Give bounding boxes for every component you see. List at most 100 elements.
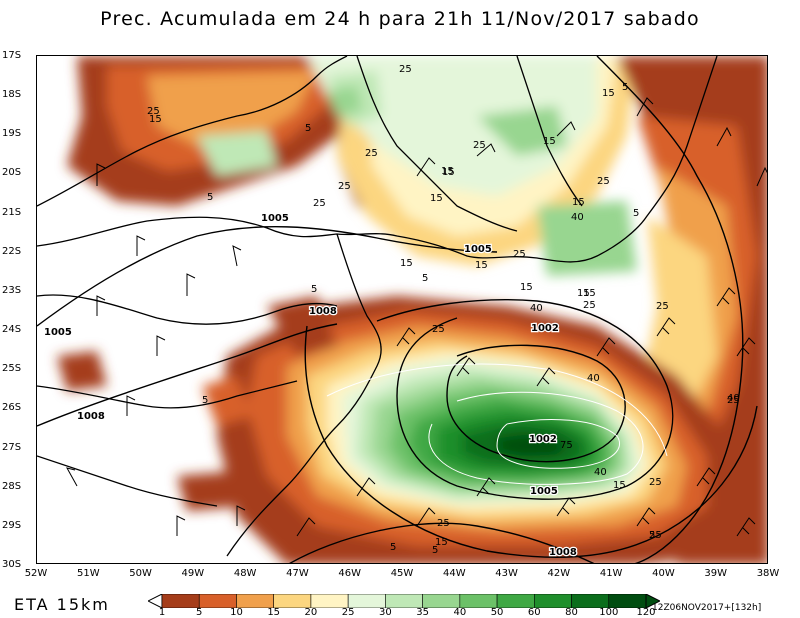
precip-contour-label: 5 xyxy=(622,82,628,93)
precip-contour-label: 25 xyxy=(727,395,740,406)
colorbar-label: 30 xyxy=(379,607,392,618)
wind-barbs xyxy=(66,97,767,537)
isobar-label: 1008 xyxy=(549,547,577,558)
precipitation-map: 25 15 5 25 25 5 25 15 25 15 15 5 15 25 40 15 5 5 15 15 25 15 5… xyxy=(36,55,768,564)
precip-contour-label: 40 xyxy=(571,212,584,223)
longitude-label: 43W xyxy=(495,568,518,579)
colorbar-swatch xyxy=(347,594,386,608)
latitude-label: 28S xyxy=(2,480,22,492)
precip-contour-label: 15 xyxy=(149,114,162,125)
isobar-label: 1005 xyxy=(530,486,558,497)
colorbar-swatch xyxy=(236,594,274,608)
precip-contour-label: 40 xyxy=(727,393,740,404)
precip-contour-label: 25 xyxy=(399,64,412,75)
colorbar-label: 5 xyxy=(196,607,203,618)
colorbar-label: 1 xyxy=(158,607,166,618)
longitude-label: 41W xyxy=(599,568,623,579)
precip-contour-label: 25 xyxy=(473,140,486,151)
colorbar-label: 20 xyxy=(304,607,318,618)
precip-contour-label: 15 xyxy=(583,288,596,299)
precip-contour-label: 15 xyxy=(577,288,590,299)
colorbar-swatch xyxy=(534,594,572,608)
colorbar-label: 35 xyxy=(416,607,429,618)
isobar-label: 1008 xyxy=(309,306,337,317)
longitude-label: 40W xyxy=(652,568,675,579)
isobar-label: 1002 xyxy=(531,323,559,334)
longitude-label: 47W xyxy=(286,568,309,579)
colorbar-label: 60 xyxy=(527,607,541,618)
latitude-label: 21S xyxy=(2,206,22,218)
latitude-label: 27S xyxy=(2,441,22,453)
precip-contour-label: 25 xyxy=(338,181,351,192)
colorbar-label: 100 xyxy=(599,607,619,618)
precip-contour-label: 25 xyxy=(313,198,326,209)
precipitation-shading xyxy=(57,56,767,563)
precip-contour-label: 5 xyxy=(649,530,655,541)
precip-contour-label: 25 xyxy=(437,518,450,529)
precip-contour-label: 25 xyxy=(656,301,669,312)
precip-contour-label: 5 xyxy=(311,284,317,295)
colorbar-label: 10 xyxy=(230,607,243,618)
latitude-label: 24S xyxy=(2,324,22,336)
precip-contour-label: 15 xyxy=(520,282,533,293)
colorbar-label: 80 xyxy=(565,607,578,618)
colorbar-swatch xyxy=(161,594,200,608)
precip-contour-label: 15 xyxy=(435,537,448,548)
precip-contour-label: 15 xyxy=(543,136,556,147)
precip-contour-label: 5 xyxy=(305,123,311,134)
precip-contour-label: 15 xyxy=(475,260,488,271)
longitude-label: 44W xyxy=(442,568,466,579)
longitude-label: 51W xyxy=(76,568,100,579)
precip-contour-label: 15 xyxy=(572,197,585,208)
latitude-label: 17S xyxy=(2,50,22,61)
colorbar-label: 50 xyxy=(490,607,504,618)
colorbar-swatch xyxy=(422,594,461,608)
pressure-isobars xyxy=(37,56,758,563)
isobar-label: 1005 xyxy=(44,327,72,338)
precip-contour-label: 5 xyxy=(390,542,396,553)
colorbar-swatch xyxy=(198,594,237,608)
colorbar-min-arrow xyxy=(148,594,163,608)
coastline-borders xyxy=(37,56,718,557)
colorbar-swatch xyxy=(310,594,349,608)
colorbar xyxy=(148,594,660,608)
precip-contour-label: 25 xyxy=(583,300,596,311)
precip-contour-label: 5 xyxy=(202,395,208,406)
precipitation-contours xyxy=(326,363,668,485)
latitude-label: 22S xyxy=(2,245,22,257)
colorbar-swatch xyxy=(459,594,498,608)
isobar-label: 1008 xyxy=(77,411,105,422)
isobar-label: 1002 xyxy=(529,434,557,445)
precip-contour-label: 40 xyxy=(587,373,600,384)
precip-contour-label: 15 xyxy=(613,480,626,491)
longitude-label: 39W xyxy=(704,568,728,579)
latitude-label: 18S xyxy=(2,89,22,101)
longitude-label: 52W xyxy=(24,568,48,579)
precip-contour-label: 5 xyxy=(422,273,428,284)
precip-contour-label: 25 xyxy=(365,148,378,159)
latitude-label: 20S xyxy=(2,167,22,179)
model-label: ETA 15km xyxy=(14,595,110,614)
colorbar-swatch xyxy=(496,594,535,608)
colorbar-max-arrow xyxy=(645,594,660,608)
longitude-label: 50W xyxy=(129,568,152,579)
latitude-label: 29S xyxy=(2,519,22,531)
precip-contour-label: 75 xyxy=(560,440,573,451)
precip-contour-label: 40 xyxy=(530,303,543,314)
precip-contour-label: 25 xyxy=(147,106,160,117)
map-title: Prec. Acumulada em 24 h para 21h 11/Nov/… xyxy=(100,8,700,30)
precip-contour-label: 15 xyxy=(442,167,455,178)
run-timestamp: 12Z06NOV2017+[132h] xyxy=(652,603,762,613)
colorbar-label: 25 xyxy=(341,607,355,618)
colorbar-swatch xyxy=(571,594,610,608)
precip-contour-label: 15 xyxy=(400,258,413,269)
isobar-label: 1005 xyxy=(464,244,492,255)
colorbar-swatch xyxy=(385,594,423,608)
colorbar-label: 120 xyxy=(636,607,656,618)
precip-contour-label: 25 xyxy=(649,530,662,541)
longitude-label: 49W xyxy=(181,568,205,579)
colorbar-label: 15 xyxy=(267,607,281,618)
precip-contour-label: 40 xyxy=(594,467,607,478)
longitude-label: 48W xyxy=(233,568,257,579)
precip-contour-label: 25 xyxy=(513,249,526,260)
